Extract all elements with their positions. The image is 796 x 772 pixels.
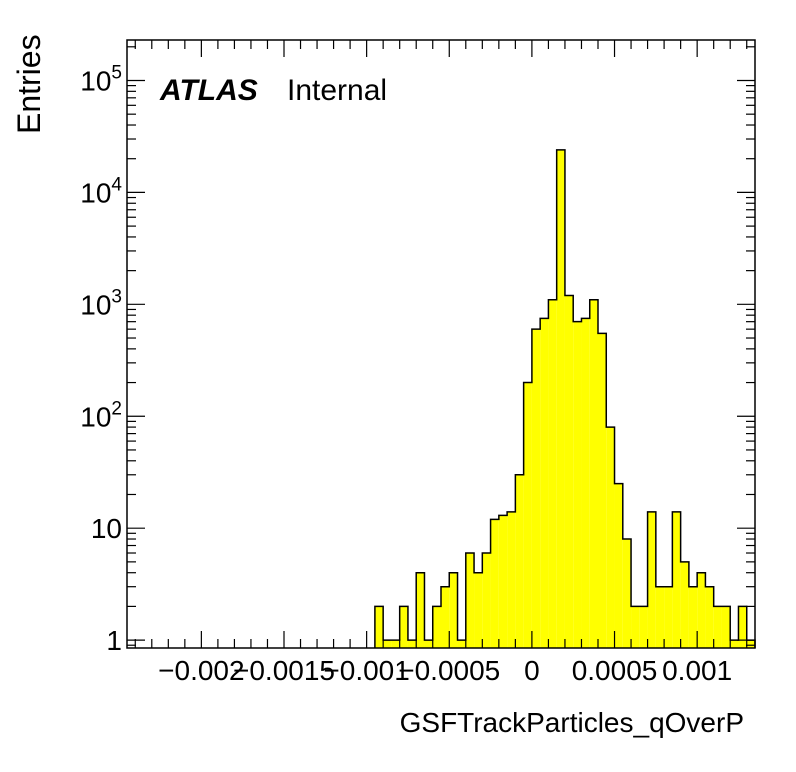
histogram-bar bbox=[564, 295, 574, 648]
internal-label: Internal bbox=[287, 74, 387, 107]
histogram-bar bbox=[639, 606, 648, 648]
histogram-bar bbox=[424, 640, 433, 648]
histogram-bar bbox=[573, 321, 582, 648]
x-tick-label: −0.0015 bbox=[233, 655, 335, 686]
histogram-bar bbox=[680, 561, 689, 648]
x-tick-label: 0 bbox=[524, 655, 540, 686]
histogram-bar bbox=[482, 553, 491, 648]
x-tick-labels: −0.002−0.0015−0.001−0.0005 0 0.0005 0.001 bbox=[158, 655, 732, 686]
histogram-bar bbox=[548, 299, 557, 648]
x-tick-label: −0.001 bbox=[323, 655, 409, 686]
histogram-bar bbox=[490, 519, 499, 648]
y-tick-label: 105 bbox=[80, 62, 122, 96]
y-tick-label: 102 bbox=[80, 398, 122, 432]
histogram-bar bbox=[738, 606, 747, 648]
histogram-bar bbox=[441, 586, 450, 648]
histogram-bar bbox=[449, 572, 458, 648]
histogram-bars bbox=[374, 149, 755, 648]
histogram-bar bbox=[515, 474, 524, 648]
histogram-bar bbox=[697, 572, 706, 648]
histogram-bar bbox=[391, 640, 400, 648]
histogram-bar bbox=[622, 539, 632, 648]
histogram-bar bbox=[474, 572, 483, 648]
histogram-bar bbox=[407, 640, 417, 648]
histogram-bar bbox=[721, 606, 731, 648]
histogram-bar bbox=[647, 511, 656, 648]
y-tick-label: 103 bbox=[80, 286, 122, 320]
histogram-bar bbox=[614, 483, 623, 648]
histogram-bar bbox=[556, 149, 565, 648]
histogram-bar bbox=[705, 586, 714, 648]
axes bbox=[127, 40, 755, 648]
histogram-bar bbox=[655, 586, 665, 648]
histogram-outline bbox=[374, 149, 756, 648]
histogram-bar bbox=[672, 511, 681, 648]
y-tick-label: 1 bbox=[106, 625, 122, 656]
y-tick-labels: 1 10 102 103 104 105 bbox=[80, 62, 122, 656]
histogram-bar bbox=[374, 606, 384, 648]
histogram-bar bbox=[713, 606, 722, 648]
histogram-bar bbox=[507, 511, 516, 648]
histogram-bar bbox=[746, 640, 755, 648]
histogram-bar bbox=[730, 640, 739, 648]
histogram-bar bbox=[498, 515, 508, 648]
histogram-bar bbox=[465, 553, 475, 648]
histogram-bar bbox=[457, 640, 466, 648]
histogram-bar bbox=[432, 606, 441, 648]
y-tick-label: 104 bbox=[80, 174, 122, 208]
histogram-bar bbox=[589, 299, 598, 648]
histogram-bar bbox=[606, 427, 615, 648]
histogram-bar bbox=[383, 640, 392, 648]
histogram-bar bbox=[631, 606, 640, 648]
histogram-bar bbox=[540, 318, 549, 648]
x-tick-label: 0.0005 bbox=[572, 655, 658, 686]
plot-frame bbox=[126, 39, 756, 649]
y-axis-label: Entries bbox=[11, 34, 47, 134]
histogram-bar bbox=[399, 606, 408, 648]
histogram-bar bbox=[523, 382, 532, 648]
x-tick-label: 0.001 bbox=[662, 655, 732, 686]
atlas-label: ATLAS bbox=[159, 74, 258, 107]
histogram-bar bbox=[664, 586, 673, 648]
x-tick-label: −0.002 bbox=[158, 655, 244, 686]
x-tick-label: −0.0005 bbox=[398, 655, 500, 686]
x-axis-label: GSFTrackParticles_qOverP bbox=[400, 707, 744, 738]
histogram-bar bbox=[531, 329, 541, 648]
histogram-bar bbox=[416, 572, 425, 648]
histogram-bar bbox=[581, 318, 590, 648]
histogram-bar bbox=[688, 586, 698, 648]
histogram-bar bbox=[598, 333, 607, 648]
y-tick-label: 10 bbox=[91, 513, 122, 544]
